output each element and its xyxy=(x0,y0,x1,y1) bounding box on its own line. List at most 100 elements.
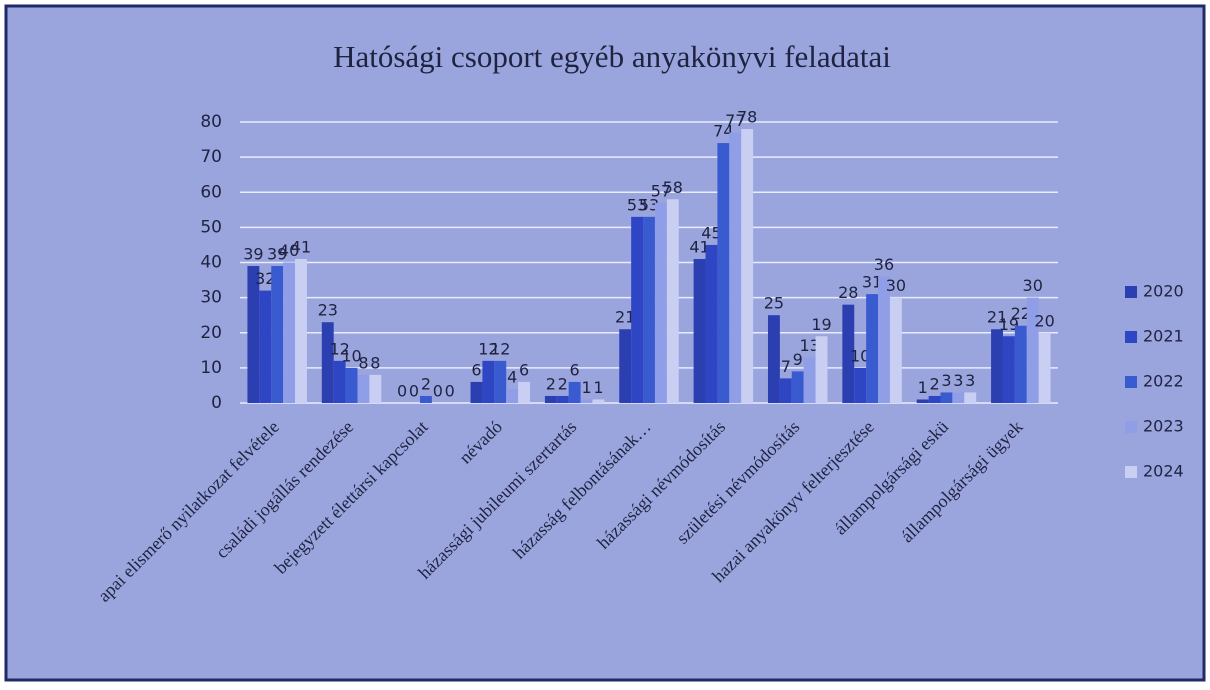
data-label: 28 xyxy=(838,283,858,302)
bar xyxy=(940,392,953,403)
data-label: 13 xyxy=(799,336,819,355)
y-tick-label: 80 xyxy=(200,112,222,132)
bar xyxy=(878,276,890,403)
data-label: 6 xyxy=(519,360,529,379)
data-label: 10 xyxy=(850,346,870,365)
data-label: 53 xyxy=(639,195,659,214)
data-label: 20 xyxy=(1034,311,1054,330)
y-tick-label: 30 xyxy=(200,288,222,308)
y-tick-label: 70 xyxy=(200,147,222,167)
bar xyxy=(580,399,593,403)
data-label: 53 xyxy=(627,195,647,214)
bar xyxy=(259,290,272,403)
bar xyxy=(506,388,519,403)
bar xyxy=(866,294,879,403)
bar xyxy=(247,266,260,403)
data-label: 32 xyxy=(255,269,275,288)
y-tick-label: 0 xyxy=(211,393,222,413)
legend-swatch xyxy=(1125,466,1137,478)
legend-swatch xyxy=(1125,376,1137,388)
bar xyxy=(369,374,382,403)
data-label: 74 xyxy=(713,122,733,141)
data-label: 31 xyxy=(862,273,882,292)
bar xyxy=(729,132,742,403)
data-label: 19 xyxy=(811,315,831,334)
y-tick-label: 50 xyxy=(200,217,222,237)
bar xyxy=(693,258,706,403)
data-label: 58 xyxy=(663,178,683,197)
data-label: 3 xyxy=(953,371,963,390)
bar xyxy=(631,216,644,403)
data-label: 10 xyxy=(341,346,361,365)
data-label: 8 xyxy=(358,353,368,372)
bar xyxy=(357,374,370,403)
data-label: 12 xyxy=(329,339,349,358)
bar xyxy=(741,129,754,403)
data-label: 30 xyxy=(886,276,906,295)
data-label: 30 xyxy=(1023,276,1043,295)
legend-label: 2024 xyxy=(1143,462,1184,481)
bar xyxy=(1038,332,1051,403)
bar xyxy=(283,262,296,403)
data-label: 22 xyxy=(1011,304,1031,323)
bar xyxy=(928,395,941,403)
bar xyxy=(271,266,284,403)
bar xyxy=(568,381,581,403)
y-tick-label: 40 xyxy=(200,253,222,273)
bar xyxy=(470,381,483,403)
bar xyxy=(556,395,569,403)
data-label: 7 xyxy=(781,357,791,376)
bar xyxy=(1014,325,1027,403)
legend-label: 2020 xyxy=(1143,282,1184,301)
data-label: 45 xyxy=(701,223,721,242)
y-tick-label: 10 xyxy=(200,358,222,378)
data-label: 21 xyxy=(615,308,635,327)
data-label: 12 xyxy=(478,339,498,358)
bar xyxy=(482,360,495,403)
bar xyxy=(345,367,358,403)
legend-label: 2021 xyxy=(1143,327,1184,346)
data-label: 36 xyxy=(874,255,894,274)
data-label: 40 xyxy=(279,241,299,260)
data-label: 41 xyxy=(291,237,311,256)
data-label: 3 xyxy=(941,371,951,390)
data-label: 0 xyxy=(433,382,443,401)
bar xyxy=(815,336,828,403)
data-label: 4 xyxy=(507,367,517,386)
data-label: 2 xyxy=(929,374,939,393)
bar xyxy=(1002,336,1015,403)
y-tick-label: 20 xyxy=(200,323,222,343)
data-label: 41 xyxy=(689,237,709,256)
bar xyxy=(767,315,780,403)
legend-swatch xyxy=(1125,286,1137,298)
data-label: 21 xyxy=(987,308,1007,327)
data-label: 2 xyxy=(558,374,568,393)
y-tick-label: 60 xyxy=(200,182,222,202)
data-label: 39 xyxy=(267,245,287,264)
data-label: 3 xyxy=(965,371,975,390)
bar xyxy=(494,360,507,403)
bar xyxy=(916,399,929,403)
bar xyxy=(333,360,346,403)
data-label: 23 xyxy=(318,301,338,320)
bar xyxy=(643,216,655,403)
bar xyxy=(842,304,855,403)
bar xyxy=(952,392,965,403)
chart-title: Hatósági csoport egyéb anyakönyvi felada… xyxy=(333,39,891,74)
data-label: 12 xyxy=(490,339,510,358)
data-label: 25 xyxy=(764,294,784,313)
data-label: 0 xyxy=(445,382,455,401)
data-label: 78 xyxy=(737,108,757,127)
bar xyxy=(854,367,867,403)
data-label: 8 xyxy=(370,353,380,372)
data-label: 0 xyxy=(409,382,419,401)
bar xyxy=(779,378,792,403)
data-label: 1 xyxy=(593,378,603,397)
bar xyxy=(803,357,816,403)
data-label: 6 xyxy=(471,360,481,379)
bar xyxy=(705,244,718,403)
data-label: 19 xyxy=(999,315,1019,334)
bar xyxy=(321,322,334,403)
legend-label: 2023 xyxy=(1143,417,1184,436)
